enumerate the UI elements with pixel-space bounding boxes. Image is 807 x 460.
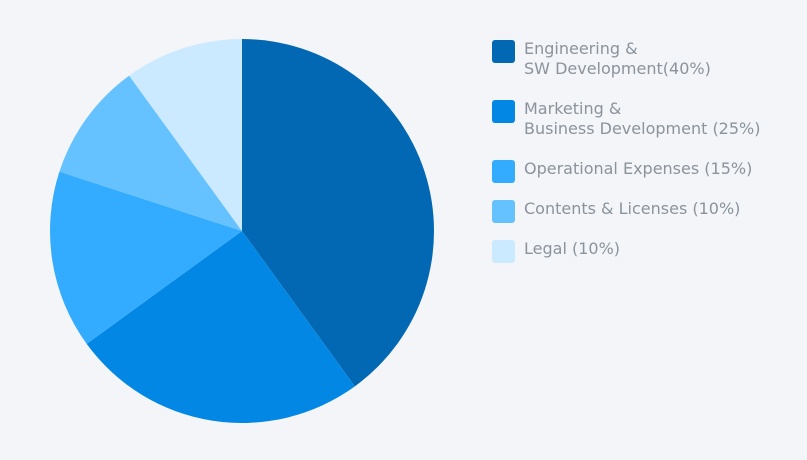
pie-slice-5[interactable] xyxy=(129,39,242,231)
legend-label: Engineering & SW Development(40%) xyxy=(524,39,711,78)
legend-label: Marketing & Business Development (25%) xyxy=(524,99,761,138)
pie-slices xyxy=(50,39,434,423)
legend-label: Contents & Licenses (10%) xyxy=(524,199,741,218)
legend-swatch xyxy=(492,40,515,63)
legend-item-3[interactable]: Operational Expenses (15%) xyxy=(492,158,792,183)
pie-slice-4[interactable] xyxy=(59,75,243,231)
legend-item-1[interactable]: Engineering & SW Development(40%) xyxy=(492,38,792,78)
legend-swatch xyxy=(492,240,515,263)
legend-item-4[interactable]: Contents & Licenses (10%) xyxy=(492,198,792,223)
legend-item-2[interactable]: Marketing & Business Development (25%) xyxy=(492,98,792,138)
chart-legend: Engineering & SW Development(40%) Marketi… xyxy=(492,38,792,278)
legend-item-5[interactable]: Legal (10%) xyxy=(492,238,792,263)
pie-chart-svg xyxy=(50,39,434,423)
legend-swatch xyxy=(492,100,515,123)
legend-label: Legal (10%) xyxy=(524,239,621,258)
pie-slice-1[interactable] xyxy=(242,39,434,387)
legend-swatch xyxy=(492,200,515,223)
pie-slice-2[interactable] xyxy=(86,231,355,423)
pie-chart xyxy=(50,39,434,423)
pie-slice-3[interactable] xyxy=(50,171,242,344)
legend-swatch xyxy=(492,160,515,183)
legend-label: Operational Expenses (15%) xyxy=(524,159,753,178)
